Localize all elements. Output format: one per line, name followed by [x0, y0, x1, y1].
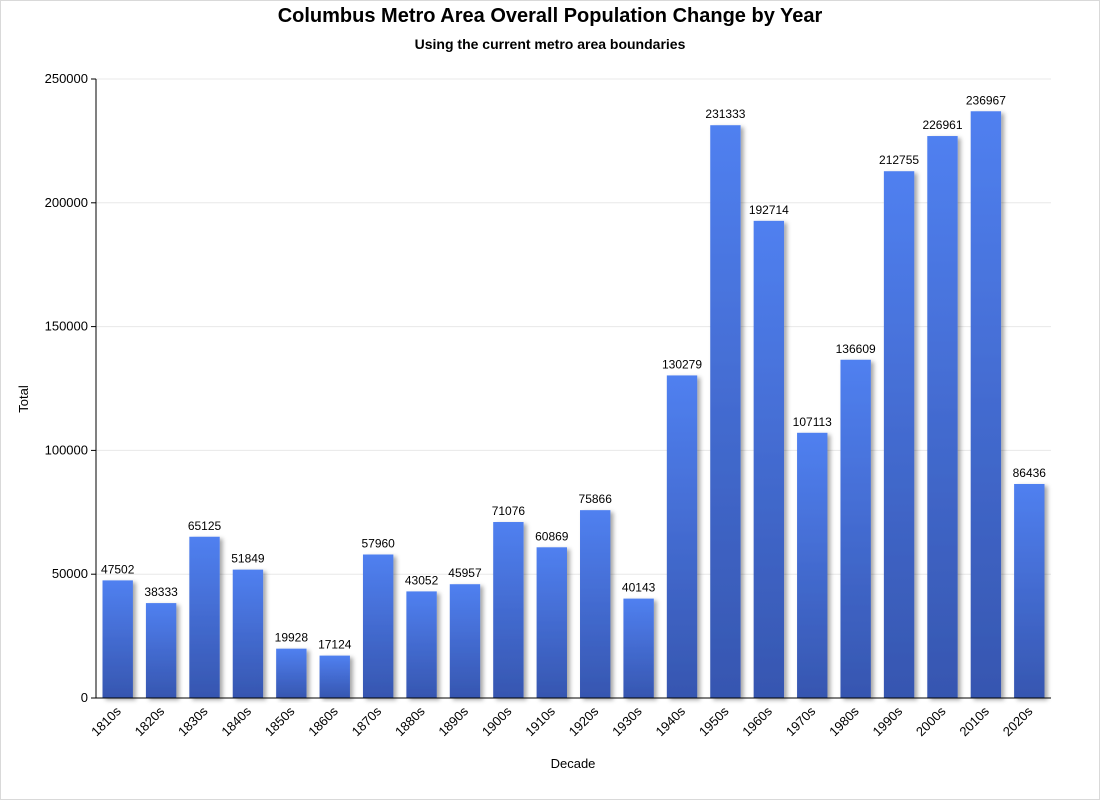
- bar-1870s[interactable]: [362, 554, 394, 698]
- data-label-1810s: 47502: [101, 562, 135, 576]
- chart-subtitle: Using the current metro area boundaries: [414, 36, 686, 52]
- data-label-1830s: 65125: [188, 519, 222, 533]
- bar-1830s[interactable]: [189, 536, 220, 698]
- bar-1820s[interactable]: [145, 603, 177, 698]
- x-tick-label-1890s: 1890s: [435, 703, 471, 739]
- data-label-1860s: 17124: [318, 638, 352, 652]
- bar-1920s[interactable]: [580, 510, 611, 698]
- bar-1980s[interactable]: [840, 359, 871, 698]
- x-tick-label-1810s: 1810s: [88, 703, 124, 739]
- data-label-1990s: 212755: [879, 153, 919, 167]
- data-label-2010s: 236967: [966, 93, 1006, 107]
- y-tick-label: 0: [81, 690, 88, 705]
- bar-1910s[interactable]: [536, 547, 567, 698]
- x-tick-label-1830s: 1830s: [175, 703, 211, 739]
- bar-1850s[interactable]: [276, 648, 307, 698]
- x-tick-label-1850s: 1850s: [262, 703, 298, 739]
- x-tick-label-2010s: 2010s: [956, 703, 992, 739]
- bar-1950s[interactable]: [710, 125, 741, 699]
- bar-2020s[interactable]: [1014, 483, 1045, 698]
- data-label-1970s: 107113: [793, 415, 832, 429]
- data-label-1910s: 60869: [535, 529, 569, 543]
- x-tick-label-1960s: 1960s: [739, 703, 775, 739]
- x-tick-label-1970s: 1970s: [783, 703, 819, 739]
- x-tick-label-2020s: 2020s: [1000, 703, 1036, 739]
- bar-2000s[interactable]: [927, 136, 958, 699]
- bar-1970s[interactable]: [797, 432, 828, 698]
- data-label-1980s: 136609: [836, 342, 876, 356]
- y-tick-label: 200000: [45, 195, 88, 210]
- data-label-1850s: 19928: [275, 631, 309, 645]
- bar-1810s[interactable]: [102, 580, 133, 698]
- data-label-1920s: 75866: [579, 492, 613, 506]
- y-tick-label: 250000: [45, 71, 88, 86]
- x-tick-label-1990s: 1990s: [870, 703, 906, 739]
- data-label-1960s: 192714: [749, 203, 789, 217]
- data-label-1940s: 130279: [662, 357, 702, 371]
- bar-1900s[interactable]: [493, 522, 524, 698]
- data-label-2020s: 86436: [1013, 466, 1047, 480]
- data-label-1880s: 43052: [405, 573, 439, 587]
- x-tick-label-2000s: 2000s: [913, 703, 949, 739]
- x-tick-label-1940s: 1940s: [652, 703, 688, 739]
- x-tick-label-1950s: 1950s: [696, 703, 732, 739]
- bar-1990s[interactable]: [883, 171, 915, 698]
- data-label-1870s: 57960: [361, 536, 395, 550]
- y-tick-label: 100000: [45, 442, 88, 457]
- data-label-1890s: 45957: [448, 566, 482, 580]
- data-label-1930s: 40143: [622, 581, 656, 595]
- x-axis-title: Decade: [551, 756, 596, 771]
- x-tick-label-1920s: 1920s: [566, 703, 602, 739]
- bars: [102, 111, 1045, 699]
- bar-2010s[interactable]: [970, 111, 1002, 698]
- y-tick-label: 50000: [52, 566, 88, 581]
- x-tick-label-1860s: 1860s: [305, 703, 341, 739]
- data-label-2000s: 226961: [922, 118, 962, 132]
- data-label-1900s: 71076: [492, 504, 526, 518]
- y-axis-title: Total: [16, 385, 31, 413]
- data-label-1950s: 231333: [705, 107, 745, 121]
- bar-1840s[interactable]: [232, 569, 264, 698]
- bar-1940s[interactable]: [666, 375, 698, 698]
- bar-1930s[interactable]: [623, 598, 654, 698]
- x-tick-label-1880s: 1880s: [392, 703, 428, 739]
- x-tick-label-1840s: 1840s: [218, 703, 254, 739]
- data-labels: 47502 38333 65125 51849 19928 17124 57960 43052…: [101, 93, 1046, 651]
- bar-1890s[interactable]: [449, 584, 481, 698]
- bar-1880s[interactable]: [406, 591, 437, 698]
- data-label-1820s: 38333: [144, 585, 178, 599]
- x-tick-label-1820s: 1820s: [132, 703, 168, 739]
- x-tick-label-1930s: 1930s: [609, 703, 645, 739]
- x-tick-label-1910s: 1910s: [522, 703, 558, 739]
- x-tick-label-1870s: 1870s: [349, 703, 385, 739]
- chart-title: Columbus Metro Area Overall Population C…: [277, 5, 823, 27]
- x-tick-label-1900s: 1900s: [479, 703, 515, 739]
- data-label-1840s: 51849: [231, 552, 265, 566]
- x-tick-label-1980s: 1980s: [826, 703, 862, 739]
- y-tick-label: 150000: [45, 319, 88, 334]
- bar-1960s[interactable]: [753, 220, 785, 698]
- bar-1860s[interactable]: [319, 655, 350, 698]
